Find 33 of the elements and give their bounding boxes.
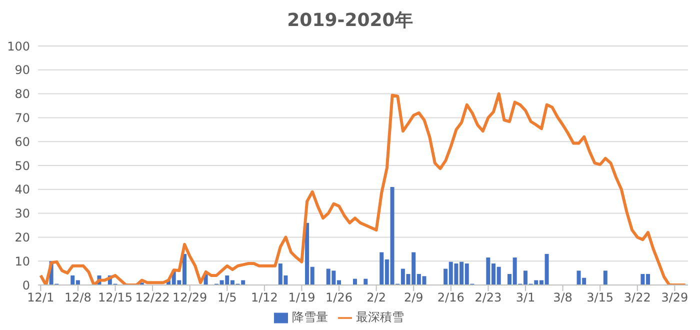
x-tick-label: 2/16 [437,290,464,305]
y-tick-label: 60 [14,134,30,149]
legend-label: 降雪量 [292,310,328,324]
x-tick-label: 12/15 [98,290,133,305]
x-tick-label: 1/5 [217,290,237,305]
y-tick-label: 0 [22,278,30,292]
bar [603,270,608,285]
y-tick-label: 10 [14,254,30,268]
x-tick-label: 3/15 [586,290,614,305]
x-tick-label: 2/23 [474,290,502,305]
x-tick-label: 1/26 [326,290,352,305]
x-tick-label: 2/2 [366,290,386,305]
x-tick-label: 3/1 [516,290,536,305]
y-tick-label: 40 [14,182,30,197]
legend-label: 最深積雪 [356,310,404,324]
y-tick-label: 90 [14,63,30,78]
x-tick-label: 12/29 [172,290,208,305]
x-tick-label: 2/9 [404,290,424,305]
y-tick-label: 20 [14,230,30,244]
y-tick-label: 70 [14,110,30,125]
y-tick-label: 100 [7,39,30,54]
x-tick-label: 1/12 [250,290,278,305]
x-tick-label: 12/8 [64,290,92,305]
y-tick-label: 80 [14,87,30,102]
y-tick-label: 30 [14,206,30,221]
x-tick-label: 3/8 [553,290,572,305]
x-tick-label: 3/22 [624,290,651,305]
x-tick-label: 3/29 [661,290,688,305]
y-tick-label: 50 [14,158,30,173]
x-tick-label: 1/19 [288,290,316,305]
x-tick-label: 12/22 [135,290,170,305]
x-tick-label: 12/1 [27,290,54,305]
chart-title: 2019-2020年 [286,9,414,32]
